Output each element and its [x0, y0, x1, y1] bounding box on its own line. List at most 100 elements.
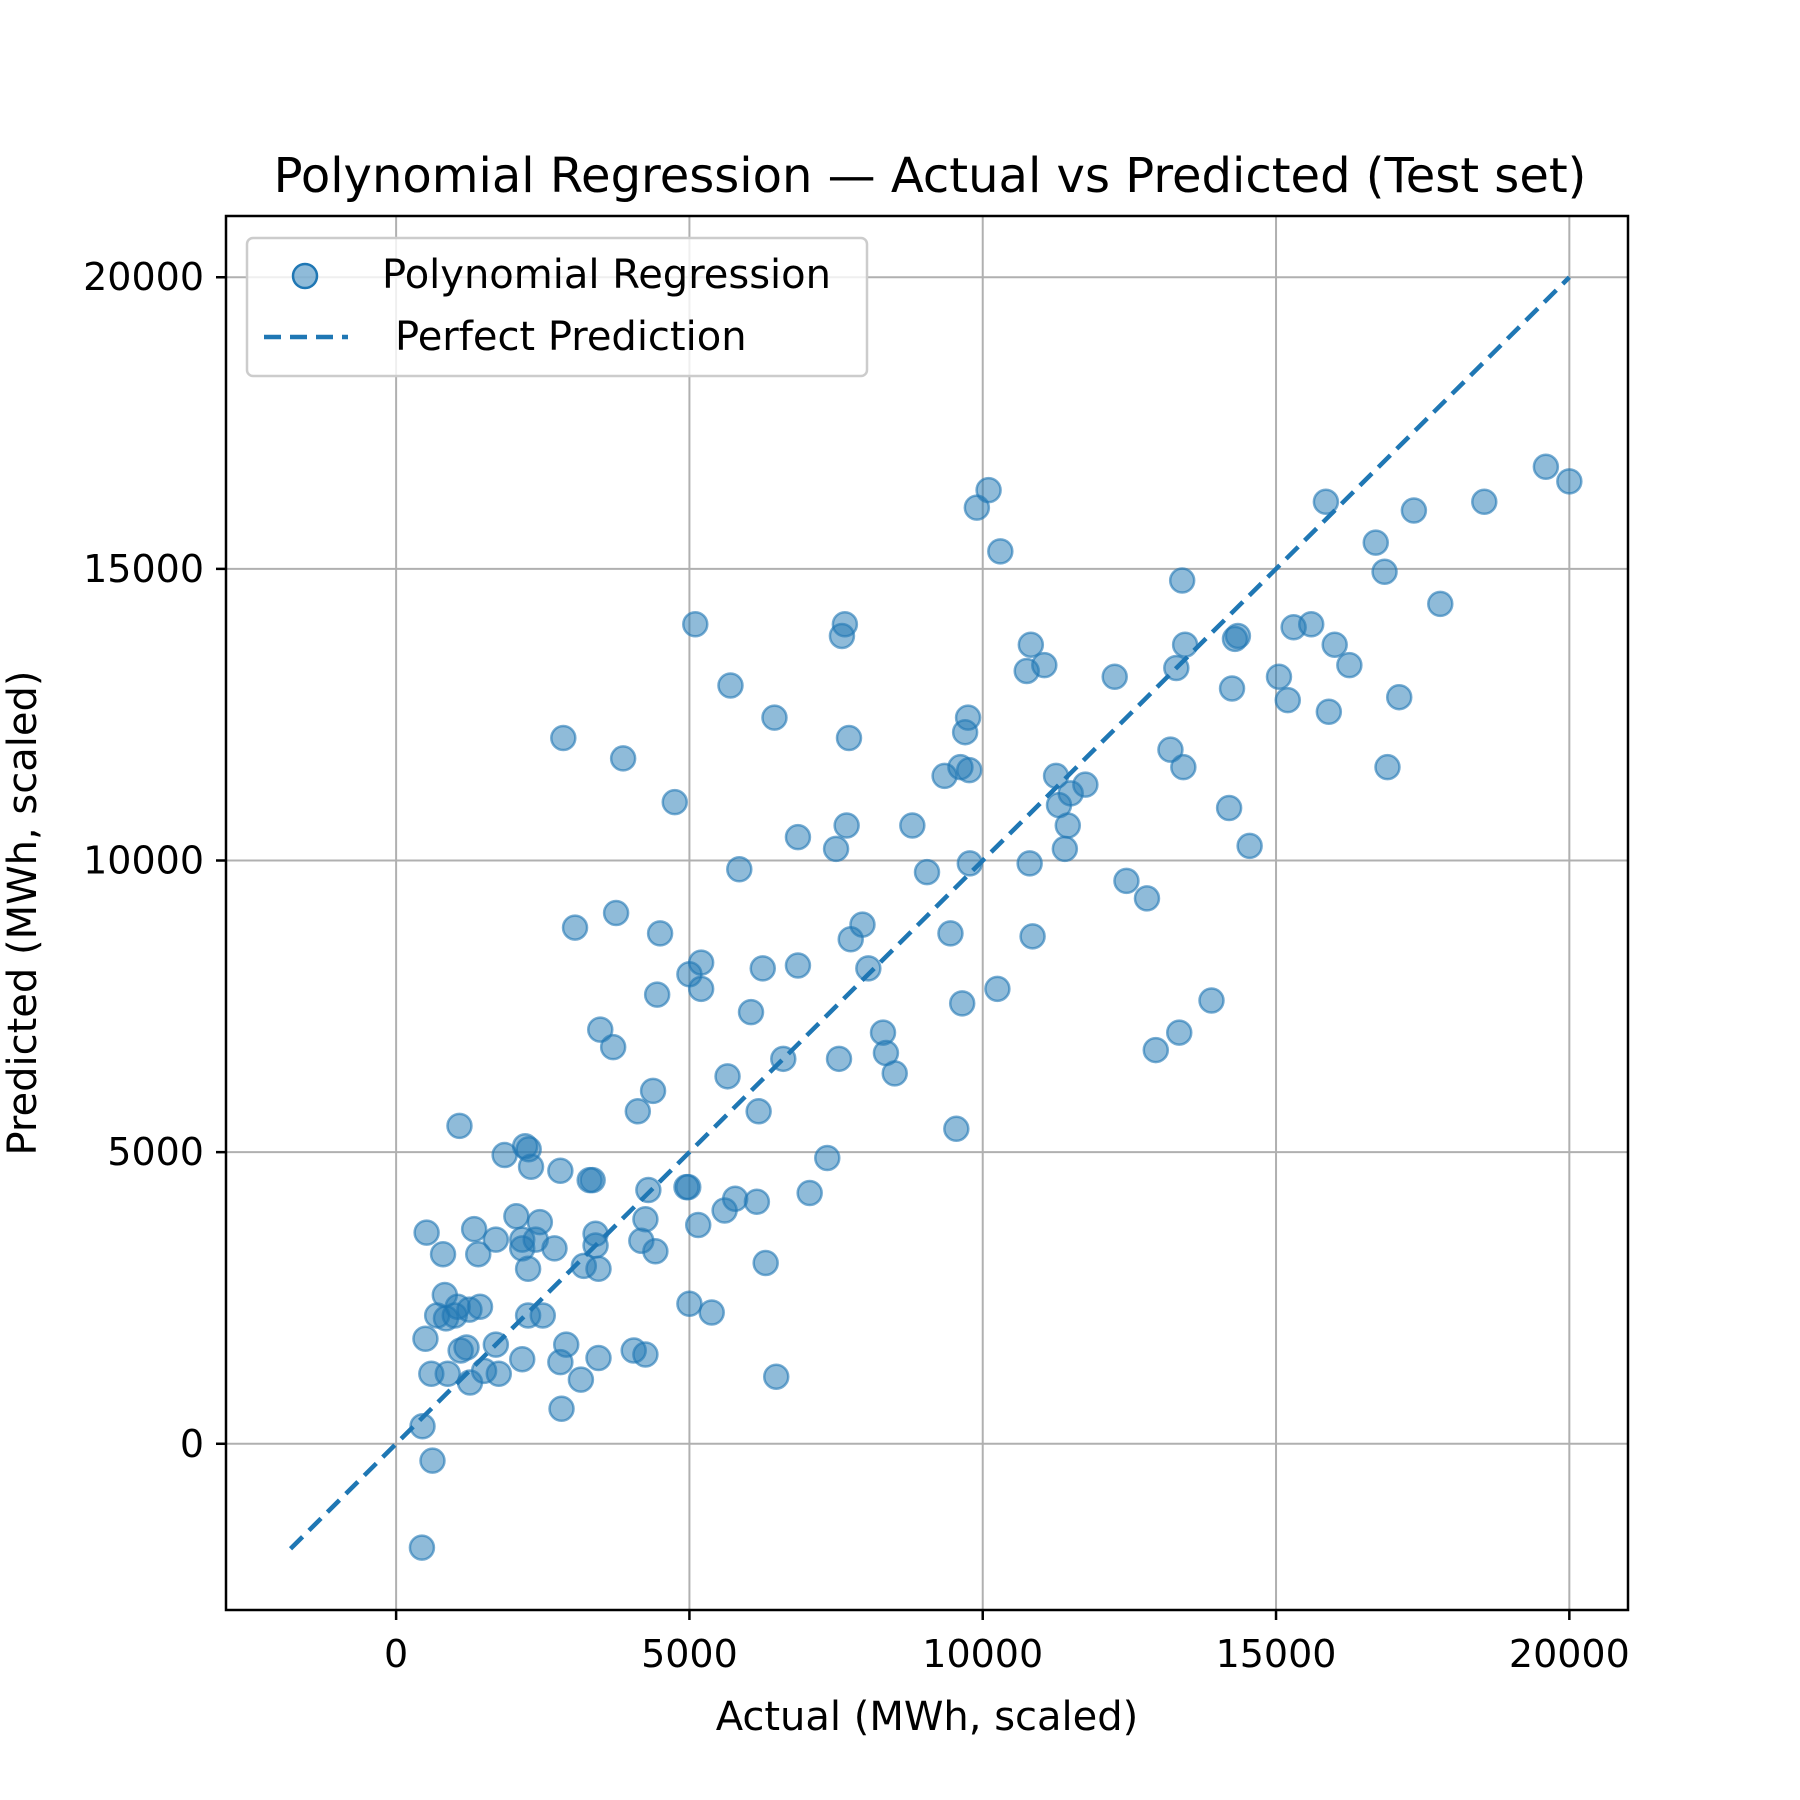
x-tick-label: 0	[384, 1632, 408, 1676]
scatter-point	[1532, 453, 1560, 481]
scatter-point	[1051, 835, 1079, 863]
scatter-point	[567, 1366, 595, 1393]
scatter-point	[547, 1157, 574, 1185]
legend: Polynomial Regression Perfect Prediction	[245, 236, 869, 378]
scatter-point	[752, 1249, 779, 1277]
scatter-point	[661, 788, 689, 816]
scatter-point	[624, 1098, 652, 1125]
scatter-point	[784, 952, 812, 979]
scatter-point	[1236, 832, 1263, 860]
scatter-point	[948, 990, 976, 1017]
scatter-point	[482, 1226, 510, 1253]
scatter-point	[687, 975, 715, 1003]
scatter-point	[1274, 686, 1302, 714]
scatter-point	[1168, 567, 1196, 594]
scatter-point	[526, 1208, 554, 1236]
scatter-point	[1471, 488, 1498, 516]
scatter-point	[1362, 529, 1390, 556]
scatter-point	[548, 1395, 575, 1423]
scatter-point	[833, 812, 860, 839]
x-axis-ticks: 0 5000 10000 15000 20000	[384, 1610, 1630, 1676]
scatter-point	[1374, 753, 1401, 781]
scatter-point	[632, 1341, 659, 1368]
scatter-point	[984, 975, 1011, 1003]
scatter-point	[585, 1255, 612, 1283]
scatter-point	[987, 538, 1014, 565]
scatter-point	[825, 1045, 853, 1073]
scatter-point	[943, 1115, 970, 1143]
scatter-point	[784, 823, 812, 851]
y-tick-label: 10000	[83, 839, 204, 883]
chart-title: Polynomial Regression — Actual vs Predic…	[274, 148, 1587, 204]
scatter-point	[517, 1153, 545, 1180]
scatter-point	[855, 955, 882, 982]
scatter-point	[412, 1325, 439, 1353]
scatter-point	[899, 812, 926, 839]
scatter-point	[937, 920, 964, 947]
x-tick-label: 10000	[922, 1632, 1043, 1676]
scatter-point	[1101, 663, 1128, 691]
scatter-point	[585, 1344, 612, 1372]
x-tick-label: 20000	[1509, 1632, 1630, 1676]
scatter-point	[1321, 631, 1348, 658]
scatter-point	[1312, 488, 1340, 516]
x-tick-label: 15000	[1216, 1632, 1337, 1676]
scatter-point	[737, 998, 765, 1026]
scatter-point	[1427, 590, 1454, 618]
plot-frame	[224, 214, 1630, 1612]
scatter-point	[835, 724, 863, 752]
scatter-point	[687, 949, 715, 976]
scatter-point	[541, 1235, 568, 1262]
legend-marker-scatter	[291, 262, 319, 290]
scatter-point	[1336, 651, 1363, 679]
scatter-point	[453, 1334, 480, 1361]
scatter-point	[579, 1166, 606, 1194]
scatter-point	[635, 1176, 662, 1204]
scatter-point	[1400, 497, 1428, 524]
scatter-point	[1170, 753, 1197, 781]
scatter-point	[1165, 1019, 1193, 1046]
scatter-point	[698, 1299, 725, 1326]
scatter-point	[609, 745, 637, 772]
scatter-point	[714, 1063, 741, 1090]
y-tick-label: 5000	[107, 1130, 204, 1174]
scatter-point	[674, 1173, 702, 1201]
y-axis-label: Predicted (MWh, scaled)	[0, 671, 46, 1156]
scatter-point	[408, 1534, 436, 1561]
scatter-point	[814, 1144, 841, 1172]
scatter-point	[975, 476, 1002, 504]
scatter-point	[639, 1077, 667, 1105]
scatter-point	[822, 835, 850, 863]
scatter-point	[762, 1363, 790, 1390]
scatter-point	[409, 1413, 436, 1440]
scatter-point	[503, 1203, 530, 1230]
y-tick-label: 20000	[83, 255, 204, 299]
scatter-point	[599, 1033, 627, 1061]
scatter-point	[602, 899, 630, 927]
scatter-point	[676, 1290, 703, 1318]
scatter-point	[550, 724, 577, 752]
scatter-point	[745, 1098, 772, 1125]
scatter-point	[429, 1240, 457, 1268]
scatter-point	[770, 1045, 797, 1073]
scatter-point	[642, 1238, 669, 1265]
legend-label-scatter: Polynomial Regression	[382, 252, 831, 298]
scatter-point	[1072, 771, 1099, 798]
scatter-point	[1031, 651, 1058, 679]
scatter-point	[646, 920, 674, 947]
scatter-point	[514, 1255, 542, 1283]
scatter-point	[682, 611, 709, 638]
scatter-point	[956, 850, 984, 877]
scatter-point	[955, 756, 983, 784]
scatter-point	[1297, 611, 1325, 638]
scatter-points	[408, 453, 1583, 1561]
scatter-point	[1385, 683, 1413, 711]
scatter-point	[1315, 698, 1343, 726]
scatter-point	[508, 1345, 536, 1373]
scatter-point	[913, 858, 941, 886]
scatter-point	[1371, 558, 1398, 586]
legend-box	[245, 236, 869, 378]
scatter-point	[1016, 850, 1043, 877]
scatter-point	[419, 1447, 446, 1474]
scatter-point	[761, 704, 788, 731]
